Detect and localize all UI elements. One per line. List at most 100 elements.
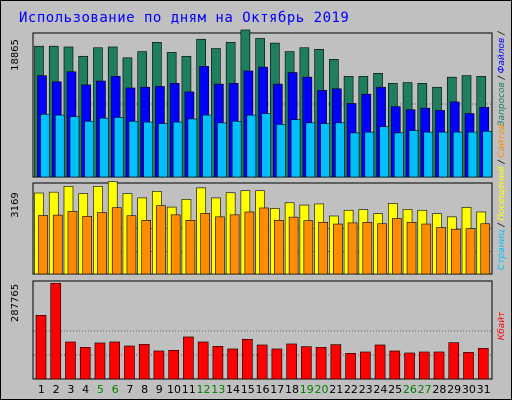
middle-bar-Сайтов-5 [97,212,107,275]
top-bar-Страниц-20 [320,123,330,178]
x-tick-label-19: 19 [300,383,314,396]
middle-bar-Сайтов-15 [244,211,255,275]
side-label-part: / [497,221,507,230]
x-tick-label-14: 14 [226,383,240,396]
side-label-part: / [497,31,507,38]
top-bar-Страниц-3 [69,116,80,178]
side-label-part: Страниц [497,229,507,270]
middle-bar-Сайтов-12 [200,213,210,275]
bottom-bar-Кбайт-19 [301,346,312,380]
side-label-part: / [497,73,507,82]
middle-bar-Сайтов-27 [421,223,432,275]
x-tick-label-26: 26 [403,383,417,396]
bottom-ymax-label: 287765 [10,284,21,322]
middle-bar-Сайтов-2 [52,214,63,275]
side-label-part: Файлов [497,38,507,74]
middle-bar-Сайтов-20 [318,222,328,275]
bottom-bar-Кбайт-6 [109,341,121,380]
middle-bar-Сайтов-30 [465,228,476,275]
side-label-side_label_bottom: Кбайт [497,311,507,340]
bottom-bar-Кбайт-23 [360,351,371,380]
bottom-bar-Кбайт-8 [138,344,150,380]
x-tick-label-1: 1 [38,383,45,396]
top-bar-Страниц-25 [394,132,404,178]
x-tick-label-18: 18 [285,383,299,396]
top-bar-Страниц-18 [290,119,301,178]
middle-bar-Сайтов-17 [274,220,284,275]
middle-bar-Сайтов-21 [333,223,343,275]
top-bar-Страниц-23 [364,131,375,178]
top-bar-Страниц-31 [482,131,493,178]
x-tick-label-25: 25 [388,383,402,396]
middle-bar-Сайтов-22 [347,222,358,275]
side-label-part: Посещений [497,166,507,221]
x-tick-label-6: 6 [112,383,119,396]
top-bar-Страниц-6 [113,117,124,178]
middle-bar-Сайтов-18 [288,216,299,275]
bottom-bar-Кбайт-4 [79,347,91,380]
top-bar-Страниц-22 [349,132,360,178]
bottom-bar-Кбайт-24 [374,344,386,380]
top-bar-Страниц-17 [276,124,286,178]
bottom-bar-Кбайт-13 [212,346,224,380]
top-bar-Страниц-29 [452,131,463,178]
top-bar-Страниц-13 [217,122,227,178]
bottom-bar-Кбайт-10 [168,350,179,380]
top-bar-Страниц-28 [438,131,448,178]
chart-title: Использование по дням на Октябрь 2019 [19,10,350,26]
top-bar-Страниц-7 [128,120,139,178]
middle-bar-Сайтов-9 [156,205,166,275]
bottom-bar-Кбайт-21 [330,344,342,380]
bottom-bar-Кбайт-25 [389,350,401,380]
x-tick-label-16: 16 [256,383,270,396]
side-label-part: / [497,158,507,167]
x-tick-label-20: 20 [314,383,328,396]
top-bar-Страниц-10 [172,121,183,178]
bottom-bar-Кбайт-22 [345,353,356,380]
bottom-bar-Кбайт-29 [448,342,460,380]
x-tick-label-12: 12 [197,383,211,396]
top-bar-Страниц-15 [246,114,257,178]
top-ymax-label: 18865 [10,39,21,71]
x-tick-label-7: 7 [126,383,133,396]
bottom-bar-Кбайт-14 [227,348,238,380]
top-bar-Страниц-26 [408,130,419,178]
bottom-bar-Кбайт-27 [418,351,430,380]
side-label-part: Кбайт [497,311,507,340]
bottom-bar-Кбайт-20 [315,347,327,380]
middle-bar-Сайтов-10 [170,214,181,275]
x-tick-label-13: 13 [211,383,225,396]
middle-bar-Сайтов-8 [141,220,151,275]
x-tick-label-17: 17 [270,383,284,396]
x-tick-label-15: 15 [241,383,255,396]
bottom-bar-Кбайт-30 [463,352,474,380]
top-bar-Страниц-8 [143,121,153,178]
bottom-bar-Кбайт-26 [404,352,415,380]
middle-bar-Сайтов-26 [406,222,417,275]
side-label-side_label_middle: Страниц / Посещений / Сайтов [497,124,507,270]
x-tick-label-11: 11 [182,383,196,396]
middle-bar-Сайтов-1 [38,215,48,275]
side-label-side_label_top: Запросов / Файлов / [497,31,507,126]
x-tick-label-8: 8 [141,383,148,396]
bottom-bar-Кбайт-2 [50,282,62,380]
top-bar-Страниц-27 [423,131,434,178]
x-tick-label-3: 3 [67,383,74,396]
middle-bar-Сайтов-16 [259,207,269,275]
middle-bar-Сайтов-29 [450,228,461,275]
x-tick-label-31: 31 [477,383,491,396]
bottom-bar-Кбайт-15 [242,339,253,380]
top-bar-Страниц-9 [158,123,168,178]
x-tick-label-2: 2 [53,383,60,396]
middle-bar-Сайтов-28 [436,227,446,275]
side-label-part: Запросов [497,82,507,126]
x-tick-label-10: 10 [167,383,181,396]
x-tick-label-27: 27 [418,383,432,396]
bottom-bar-Кбайт-12 [197,341,209,380]
x-tick-label-9: 9 [156,383,163,396]
middle-bar-Сайтов-6 [111,207,122,275]
x-tick-label-22: 22 [344,383,358,396]
middle-bar-Сайтов-13 [215,216,225,275]
